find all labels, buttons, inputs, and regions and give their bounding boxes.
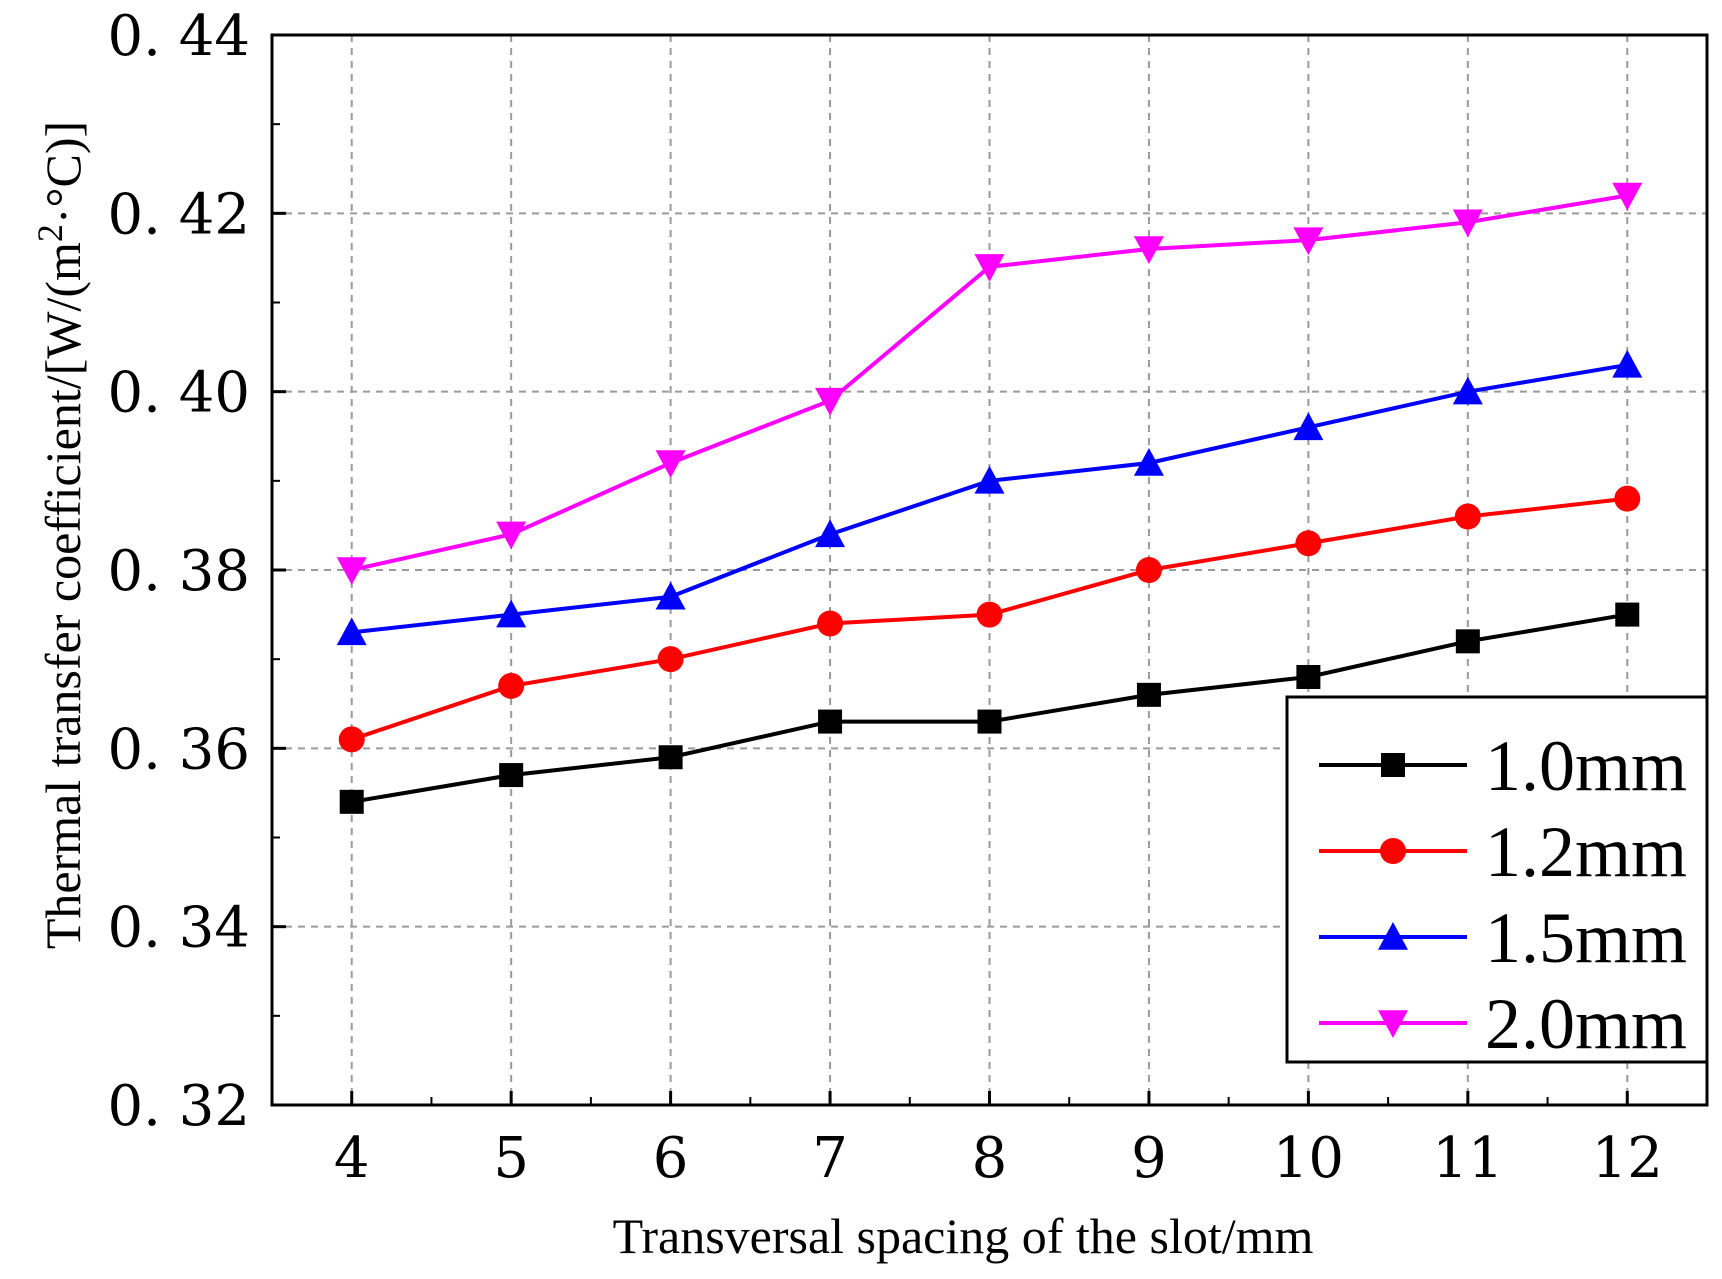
data-point <box>1455 629 1480 654</box>
legend-marker <box>1378 922 1408 950</box>
data-point <box>1136 682 1161 707</box>
x-tick-label: 9 <box>1131 1126 1167 1191</box>
x-tick-label: 11 <box>1432 1126 1503 1191</box>
y-axis-title: Thermal transfer coefficient/[W/(m2·°C)] <box>30 121 91 949</box>
x-tick-label: 4 <box>334 1126 370 1191</box>
data-point <box>657 646 684 673</box>
data-point <box>1133 236 1164 264</box>
legend-item: 2.0mm <box>1319 984 1687 1064</box>
y-tick-label: 0. 42 <box>108 182 251 247</box>
data-point <box>655 450 686 478</box>
data-point <box>1454 503 1481 530</box>
data-point <box>1296 665 1321 689</box>
data-point <box>1612 182 1643 211</box>
legend-label: 1.5mm <box>1485 898 1687 978</box>
y-axis-title-main: Thermal transfer coefficient/ <box>35 375 91 949</box>
y-tick-label: 0. 36 <box>108 717 251 782</box>
y-axis-title-bracket-close: ·°C)] <box>35 121 91 224</box>
x-tick-label: 8 <box>972 1126 1008 1191</box>
y-tick-label: 0. 34 <box>108 896 251 961</box>
legend-item: 1.2mm <box>1319 812 1687 892</box>
data-point <box>1615 602 1640 627</box>
data-point <box>658 745 683 770</box>
data-point <box>496 521 527 550</box>
data-point <box>336 557 367 585</box>
data-point <box>1452 209 1483 238</box>
series-2.0mm <box>336 182 1643 585</box>
data-point <box>977 709 1002 734</box>
series-1.5mm <box>336 349 1643 646</box>
y-axis-title-bracket-open: [W/(m <box>35 242 91 375</box>
data-point <box>1452 376 1483 405</box>
y-axis: 0. 32 0. 34 0. 36 0. 38 0. 40 0. 42 0. 44 <box>108 4 286 1139</box>
series-1.2mm <box>338 485 1641 753</box>
data-point <box>496 599 527 628</box>
data-point <box>499 763 524 788</box>
y-tick-label: 0. 44 <box>108 4 251 69</box>
data-point <box>976 601 1003 628</box>
data-point <box>338 726 365 753</box>
y-tick-label: 0. 38 <box>108 539 251 604</box>
data-point <box>498 672 525 699</box>
data-point <box>1612 349 1643 378</box>
legend-marker <box>1378 1010 1408 1038</box>
x-tick-label: 5 <box>493 1126 529 1191</box>
data-point <box>1295 530 1322 557</box>
data-point <box>1135 557 1162 583</box>
data-point <box>818 709 843 734</box>
x-tick-label: 6 <box>653 1126 689 1191</box>
x-axis-title: Transversal spacing of the slot/mm <box>613 1208 1314 1264</box>
legend-label: 1.2mm <box>1485 812 1687 892</box>
data-point <box>336 617 367 646</box>
legend-item: 1.0mm <box>1319 726 1687 806</box>
y-tick-label: 0. 32 <box>108 1074 251 1139</box>
legend-item: 1.5mm <box>1319 898 1687 978</box>
x-tick-label: 10 <box>1273 1126 1344 1191</box>
legend-label: 1.0mm <box>1485 726 1687 806</box>
x-tick-label: 12 <box>1592 1126 1663 1191</box>
data-point <box>974 465 1005 494</box>
data-point <box>974 254 1005 282</box>
legend-label: 2.0mm <box>1485 984 1687 1064</box>
data-point <box>817 610 844 637</box>
data-point <box>815 387 846 416</box>
y-axis-title-superscript: 2 <box>30 224 70 242</box>
y-tick-label: 0. 40 <box>108 361 251 426</box>
data-point <box>1293 227 1324 256</box>
legend-marker <box>1381 753 1405 777</box>
series-1.0mm <box>339 602 1640 814</box>
data-point <box>815 519 846 548</box>
data-point <box>1293 412 1324 441</box>
data-point <box>655 581 686 610</box>
legend-marker <box>1380 838 1406 864</box>
legend-box <box>1285 695 1709 1064</box>
series-group <box>336 182 1643 814</box>
data-point <box>1614 485 1641 512</box>
data-point <box>339 789 364 814</box>
x-axis: 4 5 6 7 8 9 10 11 12 <box>334 1091 1663 1191</box>
data-point <box>1133 448 1164 476</box>
x-tick-label: 7 <box>812 1126 848 1191</box>
